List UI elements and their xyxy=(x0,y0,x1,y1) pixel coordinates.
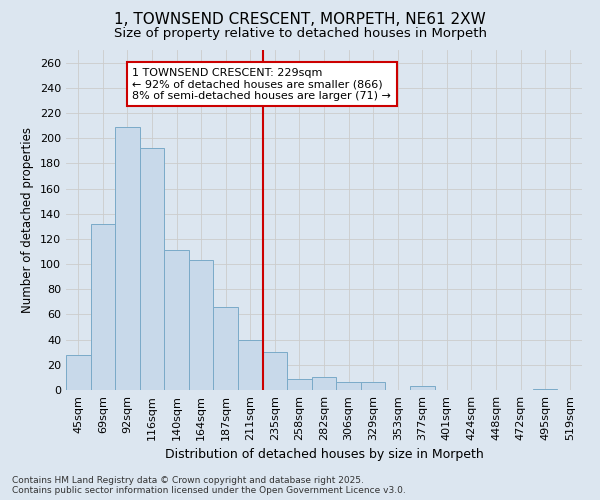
Bar xyxy=(336,382,361,390)
Text: Size of property relative to detached houses in Morpeth: Size of property relative to detached ho… xyxy=(113,28,487,40)
Bar xyxy=(238,340,263,390)
Text: 1 TOWNSEND CRESCENT: 229sqm
← 92% of detached houses are smaller (866)
8% of sem: 1 TOWNSEND CRESCENT: 229sqm ← 92% of det… xyxy=(133,68,391,101)
Bar xyxy=(312,378,336,390)
Text: Contains HM Land Registry data © Crown copyright and database right 2025.
Contai: Contains HM Land Registry data © Crown c… xyxy=(12,476,406,495)
Bar xyxy=(115,127,140,390)
Bar xyxy=(533,388,557,390)
Bar xyxy=(140,148,164,390)
Bar xyxy=(263,352,287,390)
Bar xyxy=(361,382,385,390)
Bar xyxy=(164,250,189,390)
Bar xyxy=(287,378,312,390)
Bar xyxy=(66,354,91,390)
Bar xyxy=(410,386,434,390)
Text: 1, TOWNSEND CRESCENT, MORPETH, NE61 2XW: 1, TOWNSEND CRESCENT, MORPETH, NE61 2XW xyxy=(114,12,486,28)
Bar xyxy=(214,307,238,390)
X-axis label: Distribution of detached houses by size in Morpeth: Distribution of detached houses by size … xyxy=(164,448,484,462)
Bar xyxy=(189,260,214,390)
Bar xyxy=(91,224,115,390)
Y-axis label: Number of detached properties: Number of detached properties xyxy=(22,127,34,313)
